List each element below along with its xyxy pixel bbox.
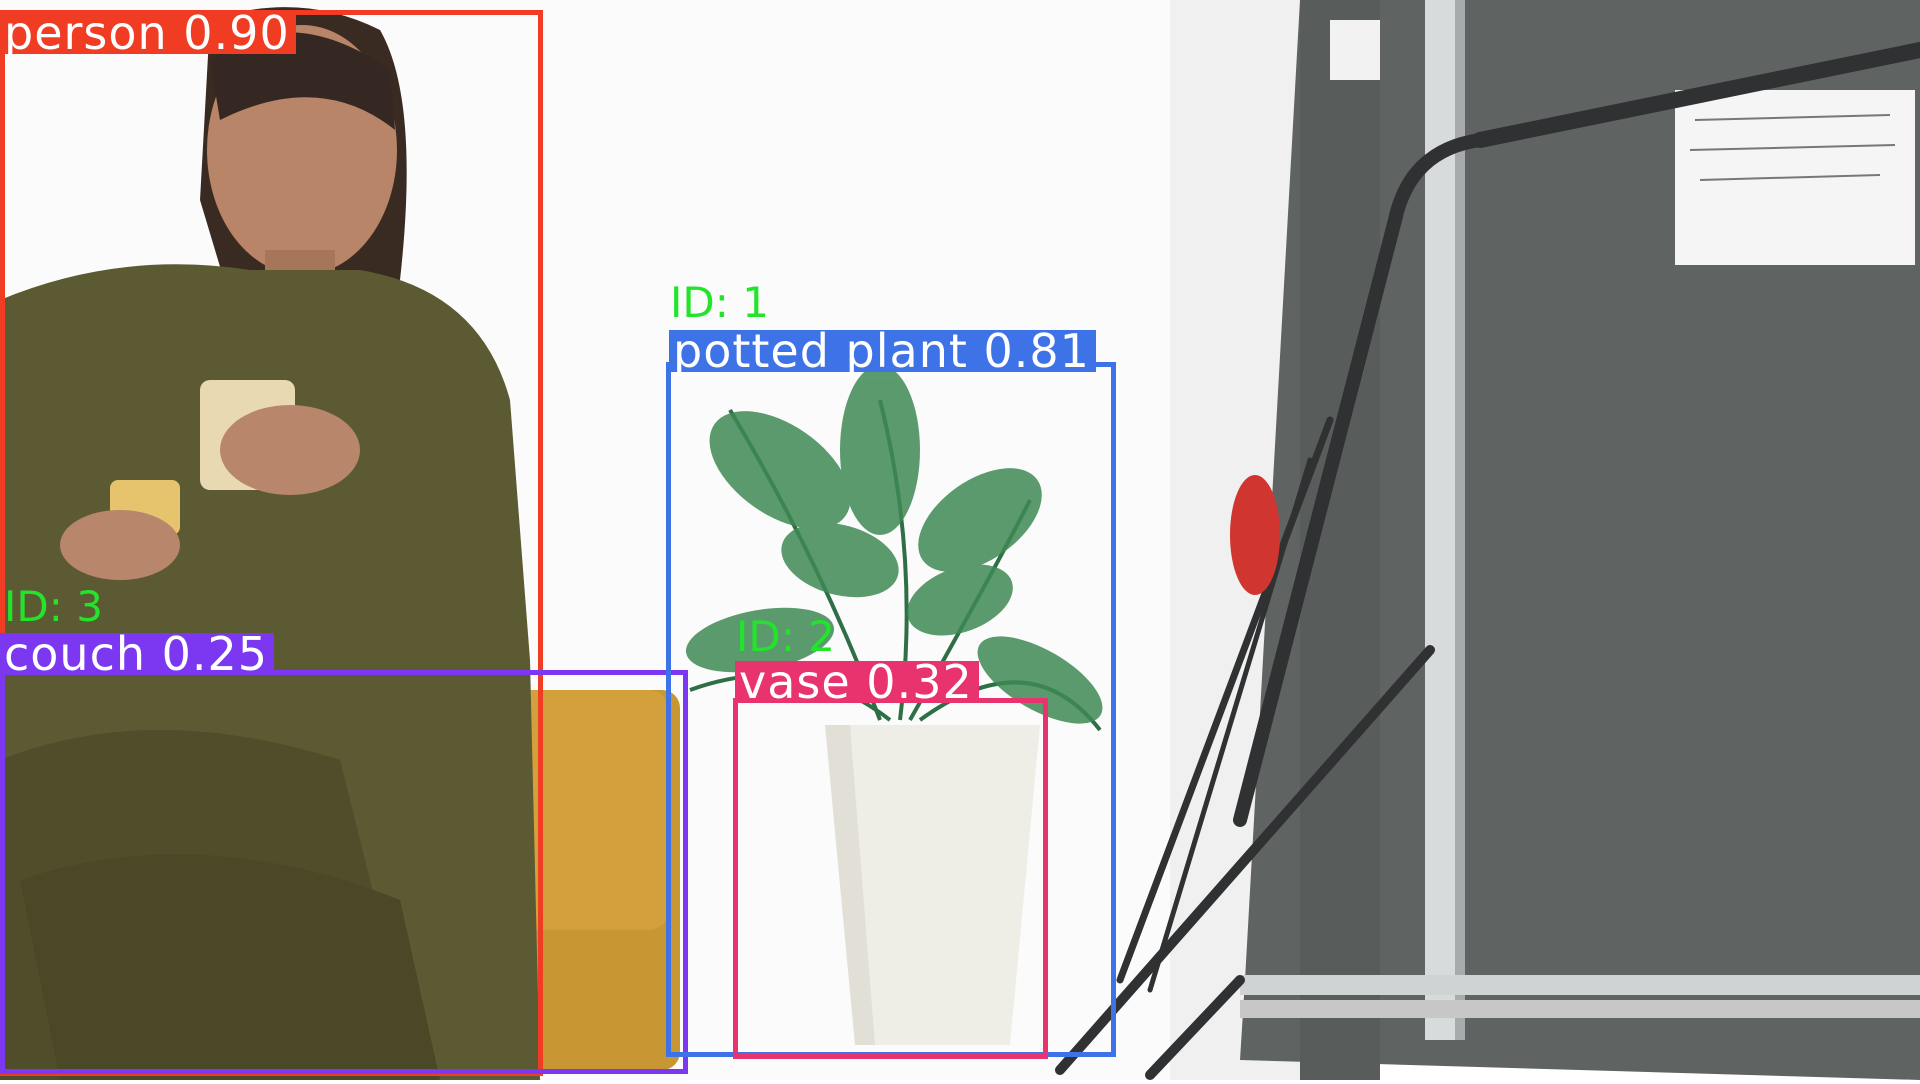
- vase-track-id: ID: 2: [736, 612, 835, 661]
- plant: [685, 365, 1103, 1045]
- vase-detection-label: vase 0.32: [735, 659, 979, 705]
- potted-plant-track-id: ID: 1: [670, 278, 769, 327]
- couch-detection-label: couch 0.25: [0, 631, 275, 677]
- couch-track-id: ID: 3: [4, 582, 103, 631]
- person-detection-label: person 0.90: [0, 10, 296, 56]
- paddle: [1230, 475, 1280, 595]
- ping-pong-table: [1240, 0, 1920, 1080]
- vase-detection-box: [733, 698, 1048, 1059]
- potted-plant-detection-label: potted plant 0.81: [669, 328, 1096, 374]
- couch-detection-box: [0, 670, 688, 1074]
- table-frame: [1055, 42, 1920, 1080]
